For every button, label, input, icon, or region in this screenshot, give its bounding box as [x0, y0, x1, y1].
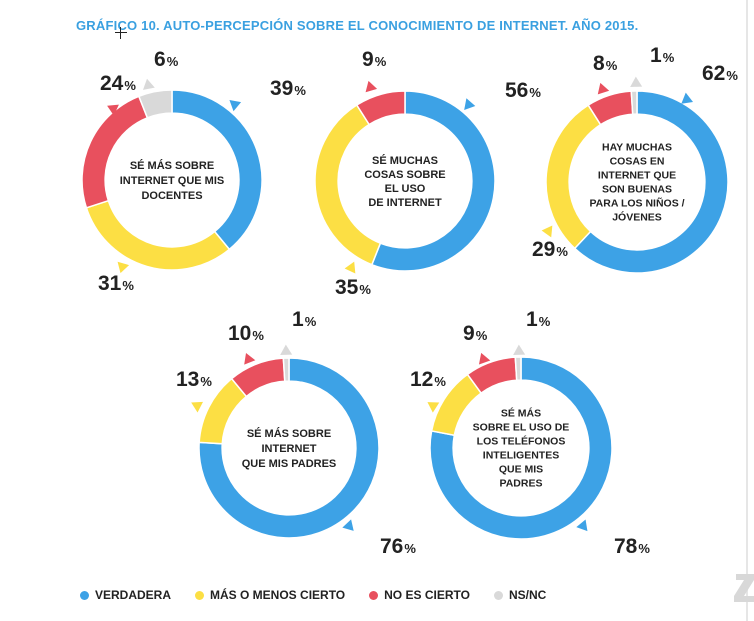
pointer-marker-icon — [344, 261, 356, 274]
percent-sign: % — [404, 541, 416, 556]
legend-label-mas-o-menos: MÁS O MENOS CIERTO — [210, 588, 346, 602]
legend-swatch-nsnc — [493, 590, 503, 600]
donut-chart-5: 78% 12% 9% 1% SÉ MÁS SOBRE EL USO DE LOS TELÉF… — [410, 308, 650, 558]
percent-sign: % — [124, 78, 136, 93]
legend-swatch-mas-o-menos — [195, 590, 205, 600]
slice-ns-nc — [514, 356, 522, 382]
pointer-marker-icon — [681, 92, 694, 104]
value-label-verdadera: 62% — [702, 62, 738, 85]
chart-title: GRÁFICO 10. AUTO-PERCEPCIÓN SOBRE EL CON… — [76, 18, 639, 33]
corner-logo-icon — [734, 574, 754, 602]
value-label-verdadera: 78% — [614, 535, 650, 558]
pointer-marker-icon — [342, 519, 354, 531]
pointer-marker-icon — [280, 344, 293, 355]
pointer-marker-icon — [143, 78, 155, 90]
slice-ns-nc — [137, 89, 173, 119]
donut-chart-2: 56% 35% 9% SÉ MUCHAS COSAS SOBRE EL USO DE INT… — [314, 48, 541, 299]
slice-verdadera — [370, 90, 496, 272]
percent-sign: % — [375, 54, 387, 69]
legend-item-no-es-cierto: NO ES CIERTO — [369, 588, 470, 602]
pointer-marker-icon — [630, 76, 643, 87]
pointer-marker-icon — [229, 99, 242, 112]
pointer-marker-icon — [191, 401, 204, 413]
legend-swatch-no-es-cierto — [369, 590, 379, 600]
value-label-verdadera: 39% — [270, 77, 306, 100]
legend: VERDADERA MÁS O MENOS CIERTO NO ES CIERT… — [80, 588, 570, 602]
legend-item-verdadera: VERDADERA — [80, 588, 171, 602]
value-label-mas-o-menos-cierto: 35% — [335, 276, 371, 299]
pointer-marker-icon — [107, 104, 119, 116]
value-label-verdadera: 56% — [505, 79, 541, 102]
value-label-no-es-cierto: 10% — [228, 322, 264, 345]
pointer-marker-icon — [464, 98, 476, 110]
percent-sign: % — [122, 278, 134, 293]
donut-chart-4: 76% 13% 10% 1% SÉ MÁS SOBRE INTERNET QUE MIS P… — [176, 308, 416, 558]
percent-sign: % — [476, 328, 488, 343]
value-label-mas-o-menos-cierto: 12% — [410, 368, 446, 391]
value-label-no-es-cierto: 9% — [463, 322, 488, 345]
percent-sign: % — [305, 314, 317, 329]
percent-sign: % — [167, 54, 179, 69]
pointer-marker-icon — [513, 344, 526, 355]
percent-sign: % — [556, 244, 568, 259]
donut-chart-1: 39% 31% 24% 6% SÉ MÁS SOBRE INTERNET QUE MIS D… — [81, 48, 306, 295]
percent-sign: % — [200, 374, 212, 389]
legend-label-nsnc: NS/NC — [508, 588, 547, 602]
percent-sign: % — [252, 328, 264, 343]
pointer-marker-icon — [244, 352, 256, 365]
value-label-mas-o-menos-cierto: 29% — [532, 238, 568, 261]
value-label-ns-nc: 1% — [292, 308, 317, 331]
percent-sign: % — [359, 282, 371, 297]
donut-center-caption: SÉ MÁS SOBRE INTERNET QUE MIS PADRES — [242, 427, 337, 470]
crosshair-cursor-icon — [115, 27, 127, 39]
percent-sign: % — [606, 58, 618, 73]
legend-item-nsnc: NS/NC — [493, 588, 547, 602]
slice-mas-o-menos-cierto — [314, 103, 382, 266]
percent-sign: % — [726, 68, 738, 83]
pointer-marker-icon — [541, 225, 553, 238]
percent-sign: % — [663, 50, 675, 65]
value-label-no-es-cierto: 9% — [362, 48, 387, 71]
value-label-no-es-cierto: 8% — [593, 52, 618, 75]
slice-verdadera — [573, 90, 729, 274]
slice-mas-o-menos-cierto — [545, 104, 602, 250]
donut-center-caption: SÉ MÁS SOBRE EL USO DE LOS TELÉFONOS INTELI… — [473, 407, 570, 490]
pointer-marker-icon — [478, 352, 491, 365]
percent-sign: % — [434, 374, 446, 389]
percent-sign: % — [539, 314, 551, 329]
edge-divider — [746, 0, 748, 621]
percent-sign: % — [529, 85, 541, 100]
slice-verdadera — [429, 356, 613, 540]
donut-center-caption: SÉ MUCHAS COSAS SOBRE EL USO DE INTERNET — [364, 154, 445, 209]
pointer-marker-icon — [117, 261, 130, 274]
donut-center-caption: HAY MUCHAS COSAS EN INTERNET QUE SON BUENAS… — [589, 142, 684, 224]
value-label-ns-nc: 6% — [154, 48, 179, 71]
pointer-marker-icon — [427, 402, 440, 413]
percent-sign: % — [294, 83, 306, 98]
slice-ns-nc — [630, 90, 638, 116]
pointer-marker-icon — [365, 80, 378, 93]
legend-item-mas-o-menos: MÁS O MENOS CIERTO — [195, 588, 345, 602]
legend-label-no-es-cierto: NO ES CIERTO — [384, 588, 470, 602]
legend-label-verdadera: VERDADERA — [95, 588, 172, 602]
slice-no-es-cierto — [355, 90, 406, 126]
slice-ns-nc — [282, 357, 290, 383]
value-label-ns-nc: 1% — [526, 308, 551, 331]
legend-swatch-verdadera — [80, 590, 89, 600]
donut-chart-3: 62% 29% 8% 1% HAY MUCHAS COSAS EN INTERNET QUE… — [532, 44, 738, 274]
value-label-no-es-cierto: 24% — [100, 72, 136, 95]
value-label-mas-o-menos-cierto: 13% — [176, 368, 212, 391]
value-label-mas-o-menos-cierto: 31% — [98, 272, 134, 295]
value-label-verdadera: 76% — [380, 535, 416, 558]
pointer-marker-icon — [597, 82, 610, 95]
percent-sign: % — [638, 541, 650, 556]
donut-center-caption: SÉ MÁS SOBRE INTERNET QUE MIS DOCENTES — [120, 159, 225, 202]
pointer-marker-icon — [576, 519, 588, 532]
value-label-ns-nc: 1% — [650, 44, 675, 67]
slice-mas-o-menos-cierto — [85, 199, 231, 271]
slice-verdadera — [198, 357, 380, 539]
